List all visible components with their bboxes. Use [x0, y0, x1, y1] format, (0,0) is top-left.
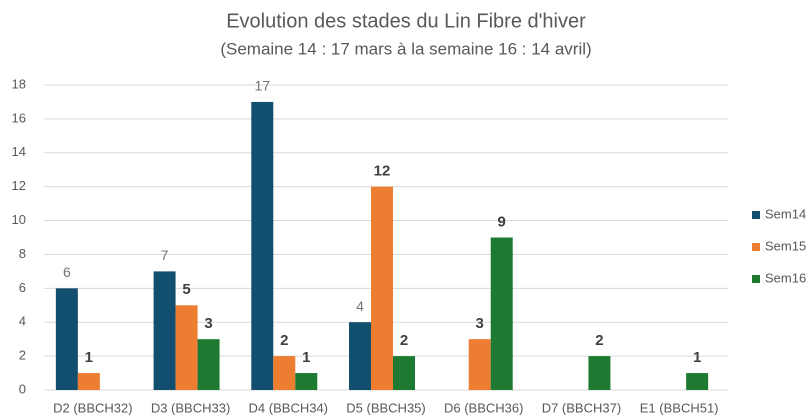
- legend-swatch: [752, 211, 760, 219]
- y-tick-label: 16: [12, 110, 26, 125]
- legend-swatch: [752, 243, 760, 251]
- x-tick-label: E1 (BBCH51): [640, 400, 719, 415]
- data-label: 2: [280, 332, 288, 349]
- data-label: 3: [204, 315, 212, 332]
- bar: [468, 339, 491, 390]
- y-tick-label: 2: [19, 348, 26, 363]
- chart-title: Evolution des stades du Lin Fibre d'hive…: [226, 10, 586, 32]
- bar: [393, 356, 415, 390]
- data-label: 4: [356, 298, 364, 314]
- bar: [490, 237, 513, 390]
- data-label: 6: [63, 264, 71, 280]
- y-tick-label: 14: [12, 144, 26, 159]
- bar: [273, 356, 296, 390]
- x-tick-label: D2 (BBCH32): [53, 400, 132, 415]
- bar: [153, 271, 176, 390]
- data-label: 1: [302, 349, 310, 366]
- data-label: 1: [85, 349, 93, 366]
- x-tick-label: D3 (BBCH33): [151, 400, 230, 415]
- data-label: 9: [498, 213, 506, 230]
- data-label: 7: [161, 247, 169, 263]
- data-label: 17: [254, 78, 270, 94]
- bar: [371, 186, 393, 390]
- y-tick-label: 18: [12, 76, 26, 91]
- y-tick-label: 4: [19, 314, 26, 329]
- y-tick-label: 6: [19, 280, 26, 295]
- bar: [197, 339, 220, 390]
- x-tick-label: D7 (BBCH37): [542, 400, 621, 415]
- bar: [251, 101, 274, 390]
- data-label: 2: [400, 332, 408, 349]
- y-tick-label: 0: [19, 381, 26, 396]
- legend-label: Sem15: [765, 238, 806, 253]
- bar: [77, 373, 100, 390]
- bar: [349, 322, 371, 390]
- bar: [686, 373, 709, 390]
- data-label: 5: [182, 281, 190, 298]
- x-tick-label: D5 (BBCH35): [346, 400, 425, 415]
- legend-swatch: [752, 275, 760, 283]
- data-label: 3: [476, 315, 484, 332]
- y-tick-label: 10: [12, 212, 26, 227]
- legend-label: Sem14: [765, 206, 806, 221]
- bar: [55, 288, 78, 390]
- chart-subtitle: (Semaine 14 : 17 mars à la semaine 16 : …: [220, 39, 591, 58]
- y-tick-label: 12: [12, 178, 26, 193]
- y-tick-label: 8: [19, 246, 26, 261]
- data-label: 1: [693, 349, 701, 366]
- x-tick-label: D6 (BBCH36): [444, 400, 523, 415]
- legend-label: Sem16: [765, 270, 806, 285]
- x-tick-label: D4 (BBCH34): [249, 400, 328, 415]
- data-label: 12: [374, 163, 391, 180]
- data-label: 2: [595, 332, 603, 349]
- bar: [588, 356, 611, 390]
- bar: [295, 373, 318, 390]
- bar: [175, 305, 198, 390]
